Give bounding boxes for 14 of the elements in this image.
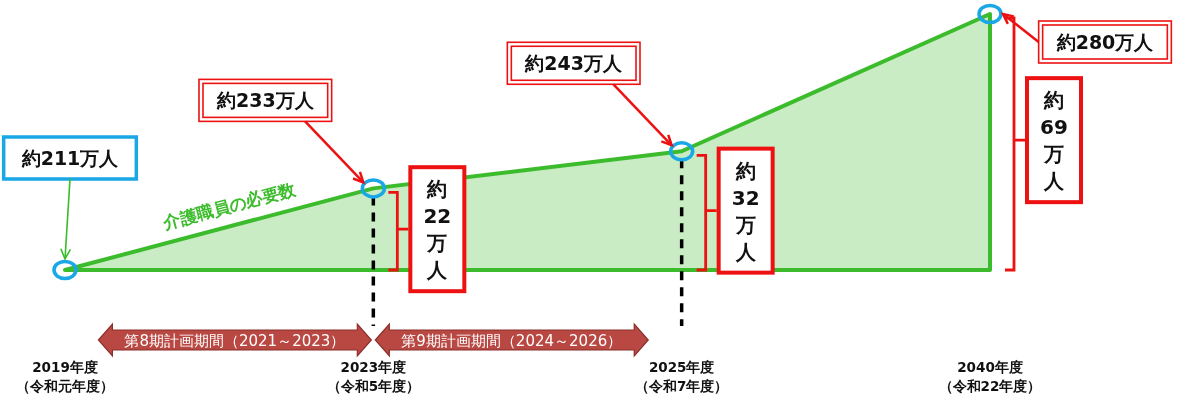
- text: 介護職員の必要数: [160, 178, 299, 234]
- data-label: 約243万人: [524, 52, 623, 75]
- annotation: 約22万人: [423, 177, 452, 283]
- x-tick-label: 2025年度（令和7年度）: [634, 359, 729, 394]
- data-label: 約233万人: [216, 89, 315, 112]
- x-tick-label: 2023年度（令和5年度）: [326, 359, 421, 394]
- data-label: 約280万人: [1055, 31, 1155, 53]
- annotation: 第8期計画期間（2021～2023）: [124, 331, 346, 350]
- annotation: 約32万人: [731, 158, 760, 264]
- x-tick-label: 2019年度（令和元年度）: [16, 359, 114, 394]
- annotation: 約69万人: [1040, 88, 1068, 194]
- annotation: 第9期計画期間（2024～2026）: [401, 331, 623, 350]
- data-label: 約211万人: [20, 147, 120, 169]
- x-tick-label: 2040年度（令和22年度）: [938, 359, 1042, 394]
